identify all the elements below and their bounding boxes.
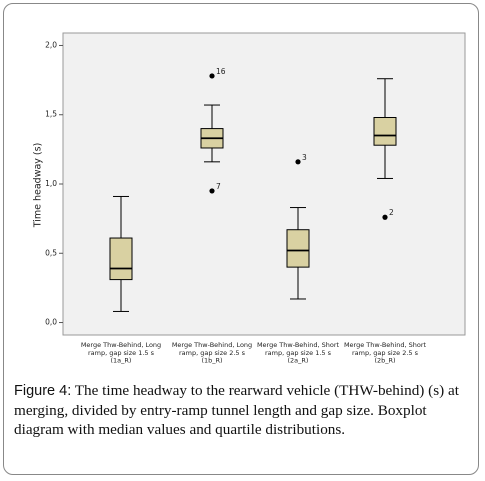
outlier: [209, 188, 215, 194]
x-tick-label-line: (1a_R): [111, 357, 132, 365]
x-tick-label-line: ramp, gap size 2.5 s: [352, 349, 419, 357]
box: [109, 237, 133, 281]
outlier: [295, 159, 301, 165]
outlier: [209, 73, 215, 79]
outlier-label: 7: [216, 182, 221, 191]
chart: Time headway (s) 0,0 0,5 1,0 1,5 2,0 Merge Th…: [33, 32, 466, 365]
x-tick-label: Merge Thw-Behind, Short ramp, gap size 1.…: [257, 341, 340, 365]
x-tick-label: Merge Thw-Behind, Short ramp, gap size 2.…: [344, 341, 427, 365]
caption-text: The time headway to the rearward vehicle…: [14, 382, 459, 438]
plot-area: [62, 32, 466, 336]
x-tick-label-line: Merge Thw-Behind, Short: [344, 341, 427, 349]
box: [286, 229, 310, 268]
caption-label: Figure 4:: [14, 383, 72, 399]
x-tick-label: Merge Thw-Behind, Long ramp, gap size 1.5…: [81, 341, 161, 365]
outlier-label: 3: [302, 153, 307, 162]
caption: Figure 4: The time headway to the rearwa…: [14, 381, 474, 439]
y-tick-label: 1,0: [45, 179, 57, 188]
x-tick-label-line: (2a_R): [288, 357, 309, 365]
x-tick-label-line: (2b_R): [374, 357, 395, 365]
y-tick-label: 0,0: [45, 318, 57, 327]
x-tick-label-line: Merge Thw-Behind, Long: [172, 341, 252, 349]
x-tick-label-line: ramp, gap size 2.5 s: [179, 349, 246, 357]
y-axis-label: Time headway (s): [33, 143, 44, 229]
figure-frame: [3, 3, 479, 475]
x-tick-label-line: ramp, gap size 1.5 s: [88, 349, 155, 357]
y-tick-label: 0,5: [45, 248, 57, 257]
x-tick-label-line: Merge Thw-Behind, Short: [257, 341, 340, 349]
outlier-label: 16: [216, 67, 226, 76]
x-tick-label-line: ramp, gap size 1.5 s: [265, 349, 332, 357]
x-tick-label-line: Merge Thw-Behind, Long: [81, 341, 161, 349]
x-tick-label: Merge Thw-Behind, Long ramp, gap size 2.5…: [172, 341, 252, 365]
y-tick-label: 2,0: [45, 40, 57, 49]
box: [373, 117, 397, 146]
x-tick-label-line: (1b_R): [201, 357, 222, 365]
outlier-label: 2: [389, 208, 394, 217]
outlier: [382, 214, 388, 220]
y-tick-label: 1,5: [45, 110, 57, 119]
